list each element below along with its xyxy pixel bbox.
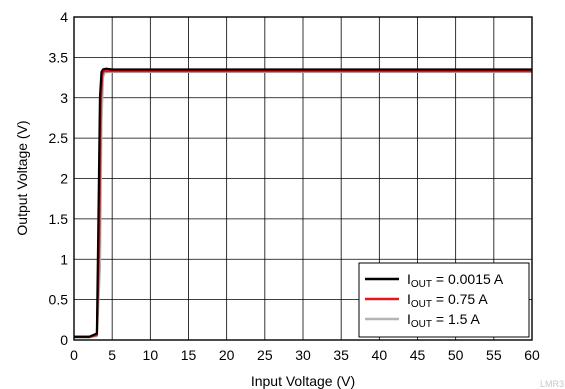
x-tick-label: 60: [524, 347, 540, 363]
x-tick-label: 40: [372, 347, 388, 363]
x-tick-label: 35: [333, 347, 349, 363]
series-line: [74, 67, 532, 338]
y-tick-label: 0: [60, 332, 68, 348]
x-tick-label: 30: [295, 347, 311, 363]
legend-label: IOUT = 0.0015 A: [407, 271, 504, 290]
watermark: LMR3: [540, 379, 564, 389]
y-axis-label: Output Voltage (V): [14, 120, 30, 235]
legend-label: IOUT = 0.75 A: [407, 291, 488, 310]
y-tick-label: 2.5: [49, 130, 69, 146]
x-axis-label: Input Voltage (V): [251, 373, 355, 389]
x-tick-label: 50: [448, 347, 464, 363]
x-tick-label: 25: [257, 347, 273, 363]
x-tick-labels: 0 5 10 15 20 25 30 35 40 45 50 55 60: [70, 347, 540, 363]
x-tick-label: 0: [70, 347, 78, 363]
y-tick-label: 1.5: [49, 211, 69, 227]
y-tick-labels: 0 0.5 1 1.5 2 2.5 3 3.5 4: [49, 9, 69, 348]
y-tick-label: 0.5: [49, 292, 69, 308]
y-tick-label: 3.5: [49, 49, 69, 65]
x-tick-label: 55: [486, 347, 502, 363]
y-tick-label: 1: [60, 251, 68, 267]
x-tick-label: 5: [108, 347, 116, 363]
y-tick-label: 3: [60, 90, 68, 106]
plot-frame: [73, 16, 533, 341]
y-tick-label: 4: [60, 9, 68, 25]
x-tick-label: 45: [410, 347, 426, 363]
series-group: [74, 67, 532, 339]
x-tick-label: 10: [143, 347, 159, 363]
x-tick-label: 20: [219, 347, 235, 363]
legend-label: IOUT = 1.5 A: [407, 311, 481, 330]
y-tick-label: 2: [60, 171, 68, 187]
x-tick-label: 15: [181, 347, 197, 363]
